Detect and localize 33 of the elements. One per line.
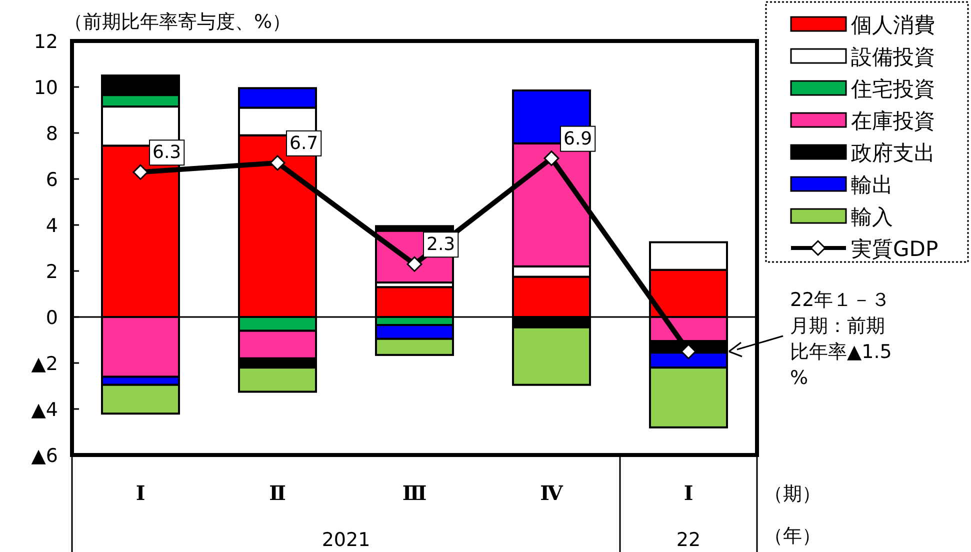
data-label: 6.9 xyxy=(564,128,592,150)
y-tick-label: ▲6 xyxy=(31,445,58,467)
legend-label: 設備投資 xyxy=(851,45,935,69)
data-label: 6.3 xyxy=(152,142,182,164)
x-tick-label: Ⅳ xyxy=(540,481,564,505)
legend-label: 在庫投資 xyxy=(851,109,935,133)
text: 22 xyxy=(676,529,701,551)
x-tick-label: Ⅱ xyxy=(269,481,286,505)
x-tick-label: Ⅲ xyxy=(402,481,427,505)
data-label: 6.7 xyxy=(290,132,318,154)
legend-label: 輸入 xyxy=(851,205,893,229)
text: 22年１－３月期：前期比年率▲1.5% xyxy=(790,289,892,389)
y-axis-title: （前期比年率寄与度、%） xyxy=(64,11,292,33)
legend-label: 輸出 xyxy=(851,173,893,197)
legend-label: 政府支出 xyxy=(851,141,935,165)
y-tick-label: ▲4 xyxy=(31,399,58,421)
y-tick-label: ▲2 xyxy=(31,353,58,375)
legend-label: 実質GDP xyxy=(851,237,938,261)
y-tick-label: 6 xyxy=(46,169,58,191)
x-tick-label: Ⅰ xyxy=(136,481,146,505)
y-tick-label: 8 xyxy=(46,123,58,145)
y-tick-label: 2 xyxy=(46,261,58,283)
x-tick-label: Ⅰ xyxy=(684,481,694,505)
legend-label: 個人消費 xyxy=(851,13,935,37)
legend-label: 住宅投資 xyxy=(850,77,935,101)
y-tick-label: 10 xyxy=(34,77,58,99)
y-tick-label: 12 xyxy=(34,31,58,53)
data-label: 2.3 xyxy=(426,234,456,256)
y-tick-label: 0 xyxy=(46,307,58,329)
y-tick-label: 4 xyxy=(46,215,58,237)
text: 2021 xyxy=(322,529,370,551)
text: （期） xyxy=(764,483,821,505)
text: （年） xyxy=(764,525,821,547)
